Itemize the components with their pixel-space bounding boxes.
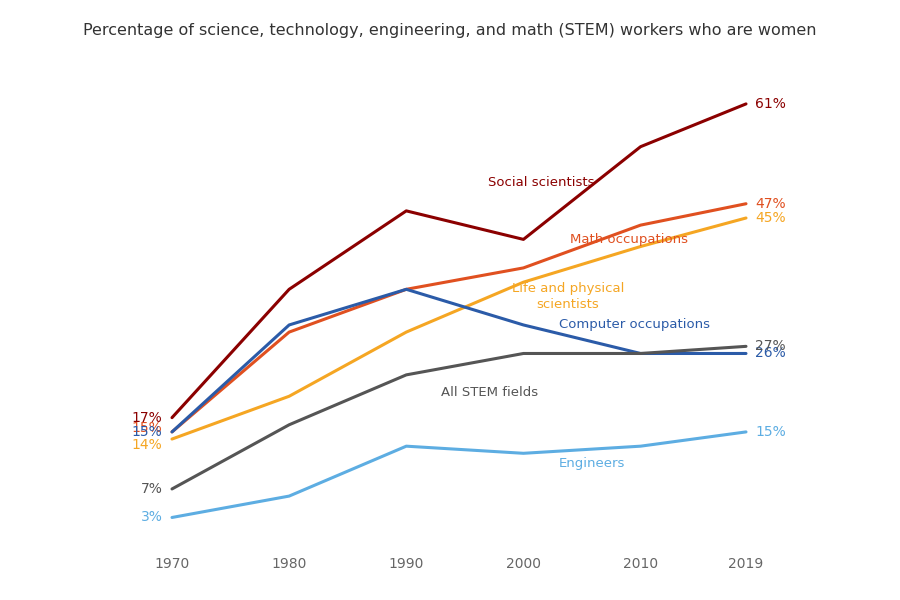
Text: Engineers: Engineers (559, 458, 625, 470)
Text: 17%: 17% (132, 410, 163, 425)
Text: 14%: 14% (132, 438, 163, 452)
Text: 7%: 7% (140, 482, 163, 496)
Text: Percentage of science, technology, engineering, and math (STEM) workers who are : Percentage of science, technology, engin… (83, 23, 816, 38)
Text: 15%: 15% (132, 425, 163, 439)
Text: Social scientists: Social scientists (489, 176, 595, 189)
Text: Computer occupations: Computer occupations (559, 319, 709, 331)
Text: Life and physical
scientists: Life and physical scientists (512, 282, 624, 311)
Text: Math occupations: Math occupations (571, 233, 688, 246)
Text: 47%: 47% (755, 197, 786, 211)
Text: 15%: 15% (755, 425, 786, 439)
Text: 45%: 45% (755, 211, 786, 225)
Text: All STEM fields: All STEM fields (441, 386, 538, 399)
Text: 27%: 27% (755, 340, 786, 353)
Text: 26%: 26% (755, 346, 786, 361)
Text: 3%: 3% (140, 511, 163, 524)
Text: 15%: 15% (132, 421, 163, 436)
Text: 61%: 61% (755, 97, 787, 111)
